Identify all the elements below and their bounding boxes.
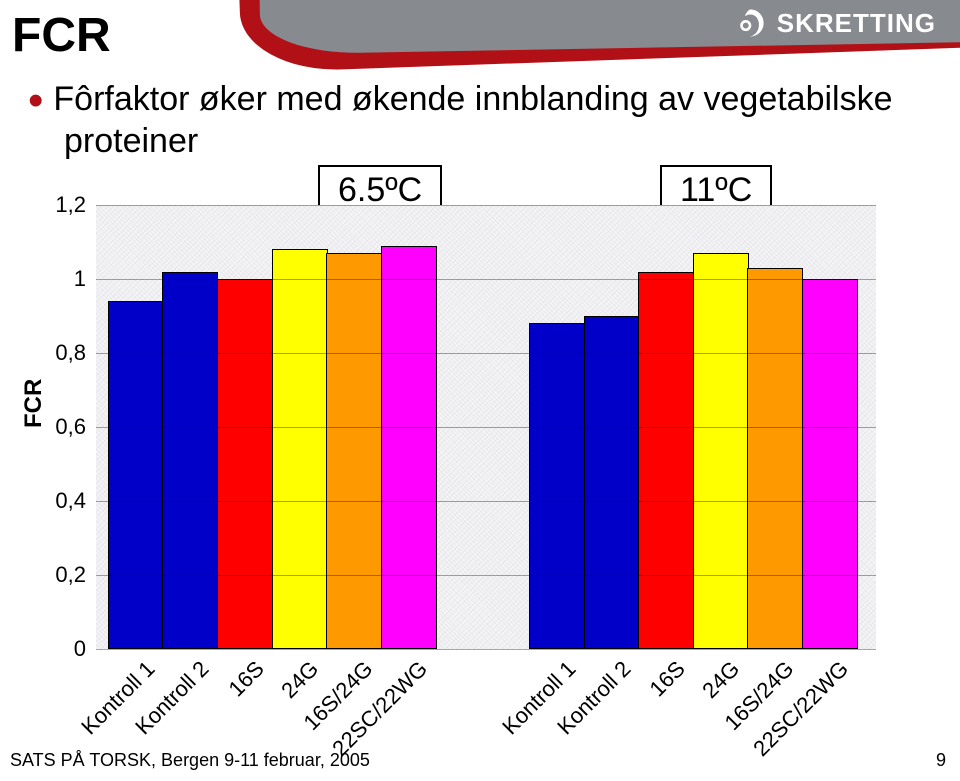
chart-bar	[584, 316, 640, 649]
y-tick-label: 1,2	[36, 192, 86, 218]
chart-bar	[381, 246, 437, 649]
ribbon-gray	[260, 0, 960, 54]
fcr-bar-chart: 00,20,40,60,811,2	[96, 205, 876, 649]
bullet-line-2: proteiner	[64, 122, 198, 161]
y-tick-label: 0,2	[36, 562, 86, 588]
chart-gridline	[96, 279, 876, 280]
brand-swirl-icon	[733, 6, 767, 40]
chart-bar	[326, 253, 382, 649]
chart-bar	[638, 272, 694, 649]
bullet-text-1: Fôrfaktor øker med økende innblanding av…	[53, 80, 892, 118]
chart-gridline	[96, 353, 876, 354]
brand-text: SKRETTING	[777, 8, 936, 39]
ribbon-red	[238, 0, 960, 73]
chart-bar	[162, 272, 218, 649]
chart-bar	[802, 279, 858, 649]
x-tick-label: 16S	[223, 656, 269, 702]
footer-text: SATS PÅ TORSK, Bergen 9-11 februar, 2005	[10, 750, 370, 771]
bullet-dot-icon: •	[28, 76, 43, 125]
x-tick-label: 24G	[276, 656, 324, 704]
chart-bar	[693, 253, 749, 649]
chart-gridline	[96, 575, 876, 576]
chart-bar	[272, 249, 328, 649]
x-tick-label: 24G	[697, 656, 745, 704]
bullet-line-1: • Fôrfaktor øker med økende innblanding a…	[28, 78, 893, 122]
chart-gridline	[96, 205, 876, 206]
y-tick-label: 0,6	[36, 414, 86, 440]
brand-logo: SKRETTING	[733, 6, 936, 40]
chart-gridline	[96, 501, 876, 502]
y-tick-label: 0	[36, 636, 86, 662]
slide-title: FCR	[12, 8, 111, 63]
y-tick-label: 0,4	[36, 488, 86, 514]
chart-bar	[217, 279, 273, 649]
chart-bar	[529, 323, 585, 649]
page-number: 9	[936, 750, 946, 771]
chart-bar	[747, 268, 803, 649]
x-tick-label: 16S	[645, 656, 691, 702]
y-tick-label: 0,8	[36, 340, 86, 366]
y-tick-label: 1	[36, 266, 86, 292]
header-ribbon: SKRETTING	[0, 0, 960, 90]
chart-gridline	[96, 427, 876, 428]
chart-gridline	[96, 649, 876, 650]
